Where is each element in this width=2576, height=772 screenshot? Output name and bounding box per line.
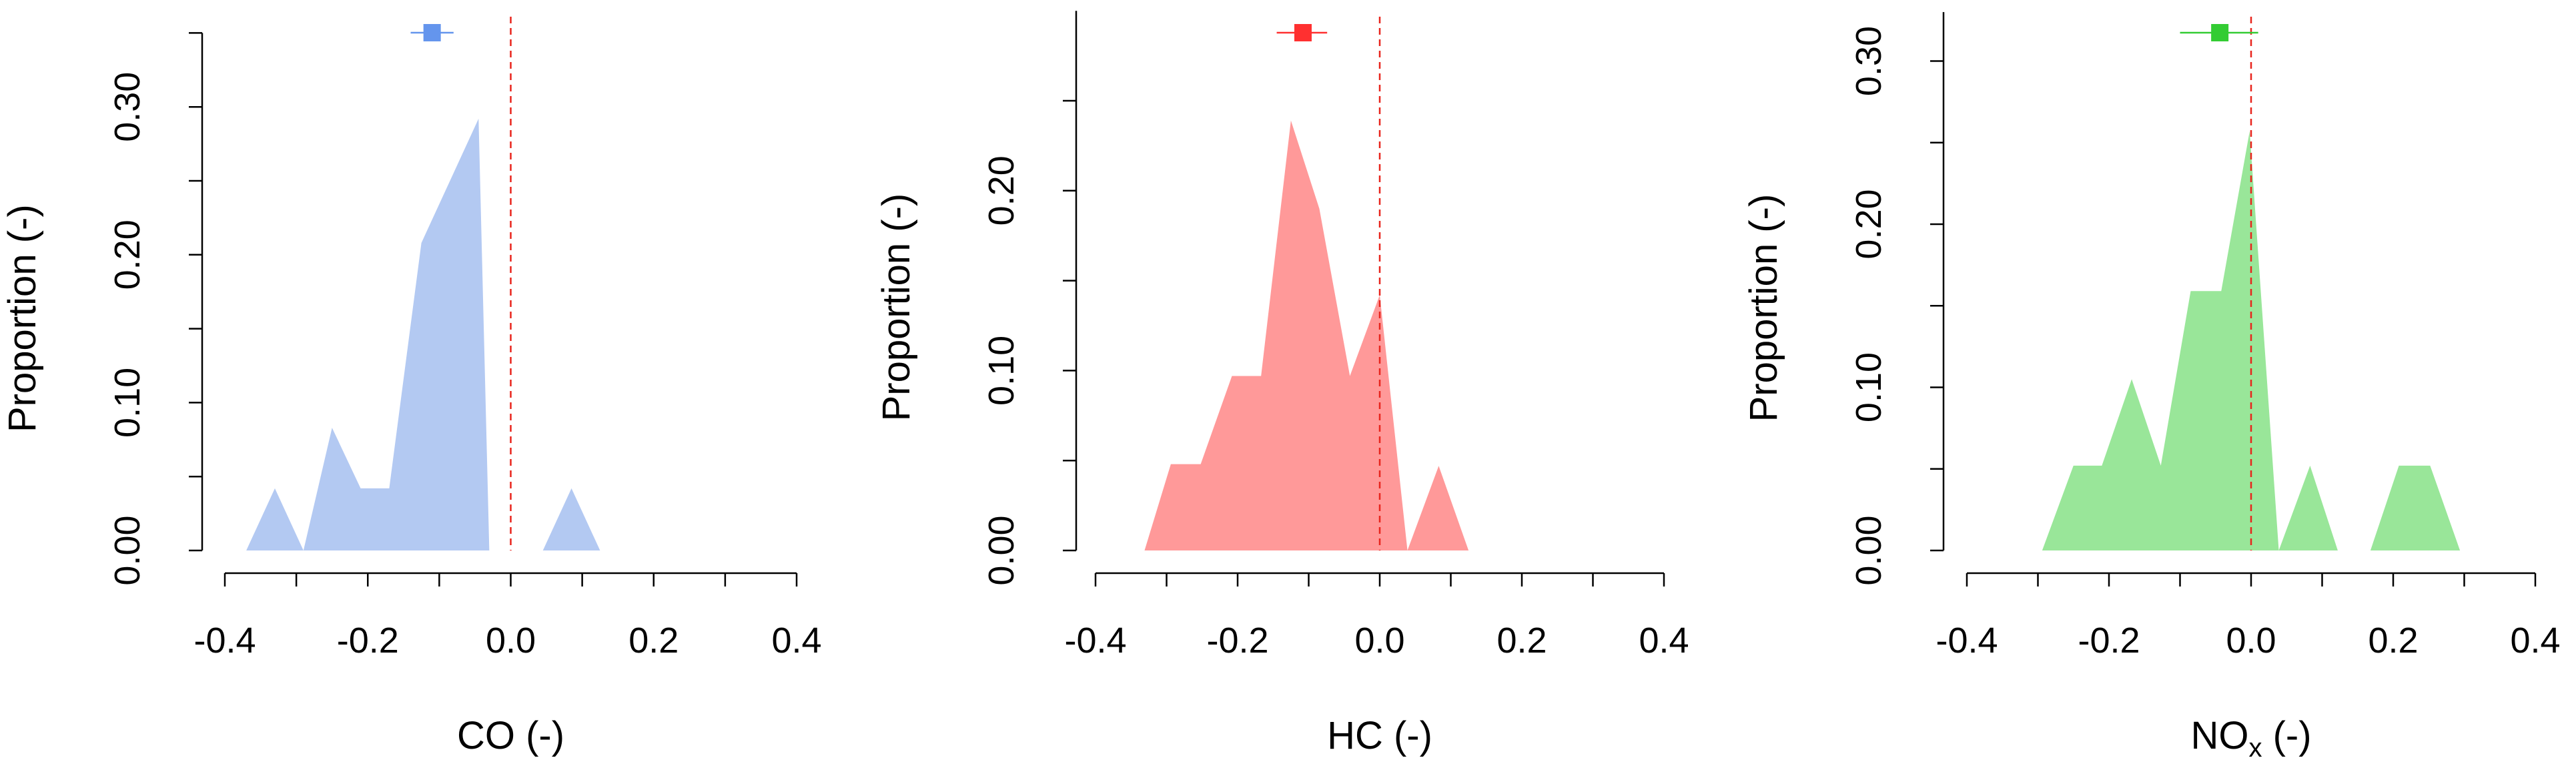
x-tick-label: -0.4 <box>193 621 256 661</box>
x-axis-title-rest: (-) <box>2262 714 2311 757</box>
y-tick-label: 0.30 <box>107 72 147 142</box>
x-tick-label: 0.4 <box>771 621 821 661</box>
x-tick-label: -0.2 <box>337 621 399 661</box>
x-tick-label: 0.4 <box>2510 621 2560 661</box>
x-tick-label: 0.0 <box>486 621 536 661</box>
x-axis-title-sub: x <box>2248 733 2262 763</box>
x-axis-title: CO (-) <box>457 714 564 757</box>
y-tick-label: 0.10 <box>981 336 1021 406</box>
x-tick-label: -0.2 <box>1206 621 1268 661</box>
x-tick-label: 0.0 <box>2226 621 2276 661</box>
mean-marker <box>1294 24 1312 41</box>
y-tick-label: 0.20 <box>1849 189 1889 259</box>
x-tick-label: -0.4 <box>1936 621 1998 661</box>
y-axis-title: Proportion (-) <box>1 204 44 432</box>
area <box>1144 120 1469 550</box>
x-tick-label: 0.2 <box>2368 621 2418 661</box>
x-axis-title: NOx (-) <box>2190 714 2311 763</box>
y-tick-label: 0.20 <box>981 155 1021 226</box>
x-tick-label: -0.4 <box>1064 621 1126 661</box>
x-axis-title: HC (-) <box>1327 714 1432 757</box>
mean-marker <box>2211 24 2229 41</box>
x-tick-label: 0.4 <box>1639 621 1689 661</box>
y-tick-label: 0.00 <box>981 515 1021 585</box>
mean-marker <box>423 24 441 41</box>
y-axis-title: Proportion (-) <box>1742 194 1785 422</box>
area <box>246 118 600 551</box>
x-tick-label: -0.2 <box>2078 621 2140 661</box>
x-tick-label: 0.2 <box>628 621 679 661</box>
y-tick-label: 0.00 <box>1849 515 1889 585</box>
x-tick-label: 0.0 <box>1354 621 1404 661</box>
y-tick-label: 0.30 <box>1849 26 1889 96</box>
y-tick-label: 0.00 <box>107 515 147 585</box>
x-tick-label: 0.2 <box>1496 621 1547 661</box>
x-axis-title-main: NO <box>2190 714 2248 757</box>
y-tick-label: 0.10 <box>107 368 147 438</box>
y-tick-label: 0.20 <box>107 220 147 290</box>
y-axis-title: Proportion (-) <box>875 194 918 422</box>
y-tick-label: 0.10 <box>1849 352 1889 422</box>
